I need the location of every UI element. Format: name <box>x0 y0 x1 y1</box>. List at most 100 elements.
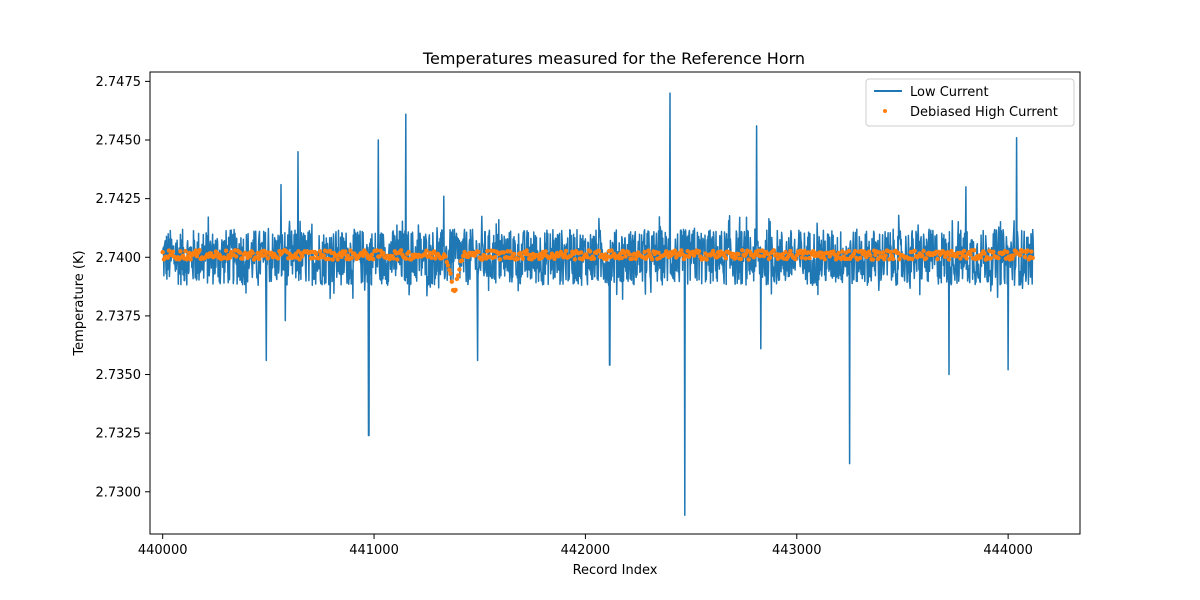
scatter-point <box>444 259 449 265</box>
scatter-point <box>300 254 305 259</box>
scatter-point <box>972 248 977 253</box>
scatter-point <box>364 252 370 257</box>
scatter-point <box>585 255 590 260</box>
scatter-point <box>424 248 429 253</box>
scatter-point <box>846 248 851 254</box>
scatter-point <box>391 256 396 261</box>
legend-label-debiased-high-current: Debiased High Current <box>910 105 1058 120</box>
scatter-point <box>912 248 917 254</box>
scatter-point <box>448 271 453 276</box>
scatter-point <box>656 250 661 255</box>
scatter-point <box>888 249 893 255</box>
scatter-point <box>836 250 841 256</box>
scatter-point <box>381 250 386 256</box>
scatter-point <box>949 248 954 254</box>
series-debiased-high-current <box>160 248 1035 294</box>
scatter-point <box>1010 256 1015 261</box>
scatter-point <box>650 257 655 262</box>
scatter-point <box>731 251 736 257</box>
scatter-point <box>968 252 973 257</box>
scatter-point <box>237 250 243 255</box>
scatter-point <box>920 253 925 258</box>
scatter-point <box>343 249 348 254</box>
scatter-point <box>831 249 836 254</box>
scatter-point <box>822 257 827 262</box>
scatter-point <box>185 254 191 259</box>
scatter-point <box>313 251 319 257</box>
scatter-point <box>945 250 950 255</box>
scatter-point <box>160 250 165 255</box>
scatter-point <box>679 248 684 253</box>
scatter-point <box>165 255 170 260</box>
scatter-point <box>480 257 485 262</box>
scatter-point <box>443 254 448 259</box>
x-tick-label: 440000 <box>138 543 188 558</box>
scatter-point <box>349 255 354 261</box>
scatter-point <box>395 257 400 262</box>
x-axis: 440000 441000 442000 443000 444000 <box>138 534 1033 558</box>
scatter-point <box>449 279 454 284</box>
y-tick-label: 2.7425 <box>96 192 142 207</box>
scatter-point <box>696 249 702 254</box>
y-tick-label: 2.7300 <box>96 485 142 500</box>
scatter-point <box>921 248 926 254</box>
scatter-point <box>883 253 888 258</box>
scatter-point <box>326 256 331 262</box>
scatter-point <box>398 248 404 253</box>
scatter-point <box>248 254 253 259</box>
scatter-point <box>433 256 438 261</box>
scatter-point <box>852 248 858 254</box>
scatter-point <box>457 267 462 272</box>
scatter-point <box>286 256 291 261</box>
y-tick-label: 2.7400 <box>96 251 142 266</box>
scatter-point <box>178 249 183 254</box>
legend-label-low-current: Low Current <box>910 85 989 100</box>
scatter-point <box>870 257 876 262</box>
scatter-point <box>736 251 741 257</box>
scatter-point <box>453 287 458 293</box>
scatter-point <box>982 251 987 256</box>
scatter-point <box>672 248 678 253</box>
scatter-point <box>807 255 812 261</box>
scatter-point <box>515 256 520 262</box>
scatter-point <box>799 255 804 260</box>
scatter-point <box>775 256 780 261</box>
scatter-point <box>511 251 517 257</box>
scatter-point <box>572 257 577 262</box>
scatter-point <box>840 249 845 254</box>
scatter-point <box>738 256 744 262</box>
scatter-point <box>958 256 963 261</box>
scatter-point <box>761 253 766 259</box>
scatter-point <box>891 256 896 262</box>
scatter-point <box>240 256 245 261</box>
scatter-point <box>563 248 569 254</box>
scatter-point <box>1022 254 1028 260</box>
scatter-point <box>275 256 281 261</box>
scatter-point <box>429 255 434 260</box>
scatter-point <box>317 249 323 254</box>
scatter-point <box>642 249 647 255</box>
scatter-point <box>330 257 335 262</box>
scatter-point <box>723 256 728 261</box>
scatter-point <box>321 253 326 258</box>
scatter-point <box>501 250 506 255</box>
scatter-point <box>996 255 1001 261</box>
x-tick-label: 444000 <box>983 543 1033 558</box>
scatter-point <box>197 248 202 253</box>
scatter-point <box>935 256 940 262</box>
scatter-point <box>868 253 873 258</box>
scatter-point <box>476 249 481 255</box>
axes-frame <box>149 71 1081 535</box>
scatter-point <box>369 252 375 257</box>
scatter-point <box>757 253 763 259</box>
scatter-point <box>297 257 302 262</box>
scatter-point <box>562 252 567 257</box>
scatter-point <box>456 273 461 278</box>
scatter-point <box>882 257 887 262</box>
scatter-point <box>978 255 983 260</box>
scatter-point <box>445 263 451 268</box>
scatter-point <box>771 248 777 253</box>
scatter-point <box>227 255 233 260</box>
